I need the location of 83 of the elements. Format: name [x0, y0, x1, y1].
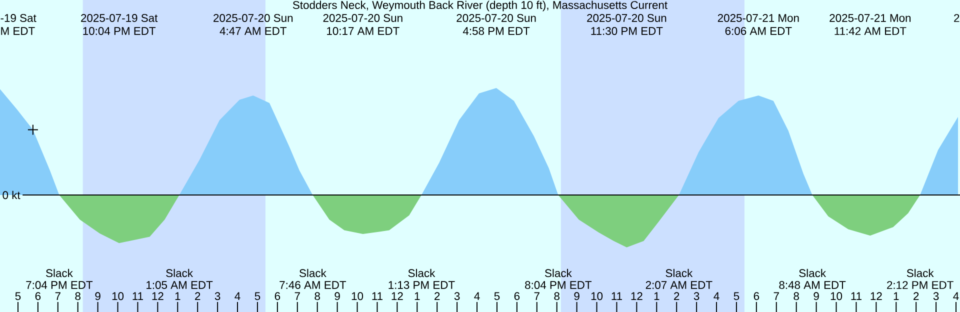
text: 2025-07-21 Mon: [718, 14, 799, 22]
x-tick-label: 3: [214, 292, 220, 300]
text: Slack: [408, 268, 436, 278]
x-tick-label: 10: [352, 292, 364, 300]
text: 11:42 AM EDT: [834, 27, 906, 35]
text: 2025-07-20 Sun: [587, 14, 666, 22]
text: 6:06 AM EDT: [725, 27, 792, 35]
text: 2:07 AM EDT: [646, 281, 712, 289]
text: 2:12 PM EDT: [887, 281, 954, 289]
text: 8:48 AM EDT: [779, 281, 846, 289]
x-tick-label: 6: [35, 292, 41, 300]
text: Slack: [46, 268, 73, 278]
x-tick-label: 3: [694, 292, 700, 300]
text: 7:04 PM EDT: [26, 281, 93, 289]
x-tick-label: 2: [195, 292, 200, 300]
text: 2025-07-19 Sat: [81, 14, 158, 22]
x-tick-label: 7: [55, 292, 60, 300]
text: -19 Sat: [0, 14, 36, 22]
text: M EDT: [1, 27, 35, 35]
x-tick-label: 8: [314, 292, 320, 300]
x-tick-label: 10: [830, 292, 842, 300]
x-tick-label: 3: [454, 292, 460, 300]
x-tick-label: 1: [414, 292, 420, 300]
text: 4:47 AM EDT: [220, 27, 286, 35]
chart-title: Stodders Neck, Weymouth Back River (depth 10 ft), Massachusetts Current: [292, 0, 668, 12]
x-tick-label: 5: [15, 292, 21, 300]
x-tick-label: 7: [534, 292, 540, 300]
x-tick-label: 6: [274, 292, 280, 300]
x-tick-label: 4: [714, 292, 720, 300]
text: 2025-07-20 Sun: [456, 14, 536, 22]
text: 4:58 PM EDT: [462, 27, 530, 35]
x-tick-label: 5: [254, 292, 260, 300]
x-tick-label: 5: [734, 292, 740, 300]
ref-line-label: 0 kt: [2, 190, 20, 200]
text: 10:17 AM EDT: [327, 27, 400, 35]
x-tick-label: 7: [294, 292, 300, 300]
x-tick-label: 1: [654, 292, 660, 300]
x-tick-label: 12: [392, 292, 403, 300]
text: Slack: [544, 268, 572, 278]
x-tick-label: 12: [870, 292, 882, 300]
x-tick-label: 6: [754, 292, 760, 300]
x-tick-label: 8: [75, 292, 80, 300]
x-tick-label: 2: [674, 292, 680, 300]
x-tick-label: 4: [953, 292, 959, 300]
x-tick-label: 11: [372, 292, 382, 300]
text: Slack: [799, 268, 826, 278]
text: 11:30 PM EDT: [591, 27, 663, 35]
x-tick-label: 12: [631, 292, 642, 300]
text: Slack: [300, 268, 326, 278]
text: 8:04 PM EDT: [525, 281, 592, 289]
x-tick-label: 9: [814, 292, 819, 300]
x-tick-label: 11: [612, 292, 622, 300]
x-tick-label: 9: [334, 292, 340, 300]
x-tick-label: 11: [132, 292, 143, 300]
text: 1:05 AM EDT: [146, 281, 213, 289]
text: 2025-07-20 Sun: [323, 14, 402, 22]
x-tick-label: 10: [112, 292, 124, 300]
x-tick-label: 6: [514, 292, 520, 300]
x-tick-label: 3: [933, 292, 939, 300]
x-tick-label: 4: [474, 292, 480, 300]
x-tick-label: 12: [152, 292, 164, 300]
x-tick-label: 4: [234, 292, 240, 300]
x-tick-label: 2: [434, 292, 440, 300]
x-tick-label: 5: [494, 292, 500, 300]
x-tick-label: 11: [851, 292, 862, 300]
x-tick-label: 7: [774, 292, 779, 300]
x-tick-label: 8: [794, 292, 799, 300]
text: 7:46 AM EDT: [280, 281, 346, 289]
x-tick-label: 9: [95, 292, 100, 300]
x-tick-label: 8: [554, 292, 560, 300]
text: Slack: [666, 268, 693, 278]
text: 1:13 PM EDT: [388, 281, 455, 289]
text: Slack: [166, 268, 194, 278]
text: 2025-07-21 Mon: [830, 14, 911, 22]
text: 2025-07-20 Sun: [214, 14, 293, 22]
text: 2: [954, 14, 960, 22]
text: Slack: [906, 268, 934, 278]
x-tick-label: 1: [894, 292, 899, 300]
text: 10:04 PM EDT: [83, 27, 156, 35]
x-tick-label: 1: [175, 292, 180, 300]
x-tick-label: 10: [591, 292, 603, 300]
x-tick-label: 2: [914, 292, 919, 300]
x-tick-label: 9: [574, 292, 580, 300]
